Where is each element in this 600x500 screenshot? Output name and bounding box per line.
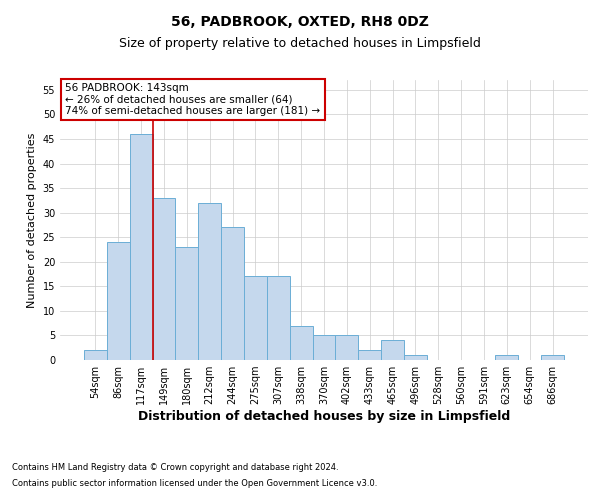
Bar xyxy=(290,326,313,360)
Bar xyxy=(244,276,267,360)
Bar xyxy=(313,336,335,360)
Bar xyxy=(175,247,198,360)
Bar xyxy=(152,198,175,360)
Text: Size of property relative to detached houses in Limpsfield: Size of property relative to detached ho… xyxy=(119,38,481,51)
Bar xyxy=(107,242,130,360)
Bar xyxy=(130,134,152,360)
Text: 56 PADBROOK: 143sqm
← 26% of detached houses are smaller (64)
74% of semi-detach: 56 PADBROOK: 143sqm ← 26% of detached ho… xyxy=(65,83,320,116)
Bar xyxy=(496,355,518,360)
Bar xyxy=(404,355,427,360)
Text: 56, PADBROOK, OXTED, RH8 0DZ: 56, PADBROOK, OXTED, RH8 0DZ xyxy=(171,15,429,29)
Y-axis label: Number of detached properties: Number of detached properties xyxy=(27,132,37,308)
Bar xyxy=(221,228,244,360)
Bar xyxy=(358,350,381,360)
Bar xyxy=(335,336,358,360)
Text: Contains HM Land Registry data © Crown copyright and database right 2024.: Contains HM Land Registry data © Crown c… xyxy=(12,464,338,472)
X-axis label: Distribution of detached houses by size in Limpsfield: Distribution of detached houses by size … xyxy=(138,410,510,423)
Bar xyxy=(84,350,107,360)
Text: Contains public sector information licensed under the Open Government Licence v3: Contains public sector information licen… xyxy=(12,478,377,488)
Bar xyxy=(381,340,404,360)
Bar xyxy=(198,203,221,360)
Bar xyxy=(541,355,564,360)
Bar xyxy=(267,276,290,360)
